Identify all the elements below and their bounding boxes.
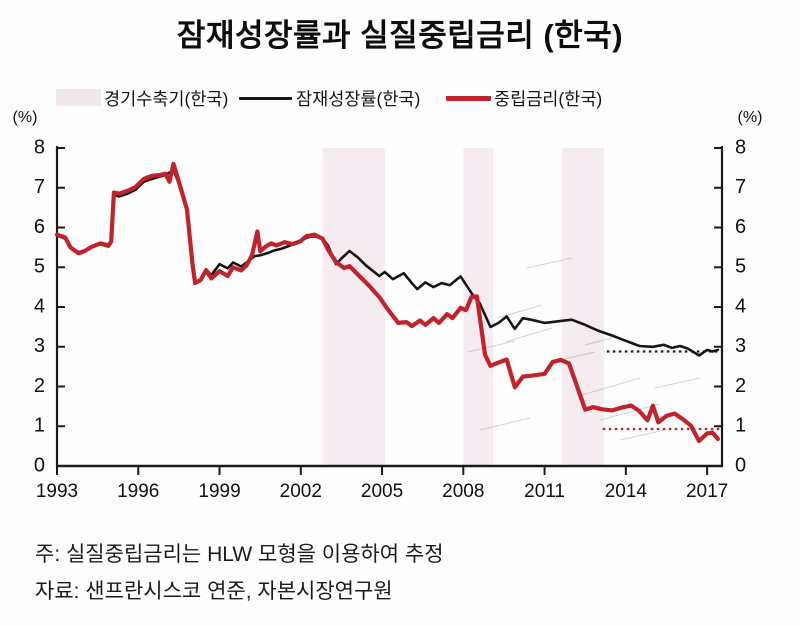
y-tick-label-left: 3	[34, 335, 45, 357]
y-tick-label-right: 5	[735, 256, 746, 278]
x-tick-label: 2011	[524, 481, 565, 502]
y-tick-label-left: 7	[34, 176, 45, 198]
scan-scratch-mark	[559, 351, 596, 361]
legend-label-recession: 경기수축기(한국)	[104, 89, 229, 109]
y-tick-label-left: 4	[34, 295, 45, 317]
neutral-rate-line-swatch	[446, 96, 491, 101]
x-tick-label: 1993	[36, 481, 78, 502]
potential-growth-line-swatch	[239, 97, 292, 100]
scan-scratch-mark	[496, 304, 543, 319]
x-tick-label: 1999	[198, 481, 240, 502]
recession-band	[322, 148, 385, 466]
y-tick-label-left: 5	[34, 256, 45, 278]
x-tick-label: 2008	[442, 481, 484, 502]
neutral-rate-line	[54, 161, 721, 444]
legend-label-neutral-rate: 중립금리(한국)	[494, 89, 603, 109]
y-tick-label-left: 0	[34, 454, 45, 476]
y-tick-label-left: 8	[34, 136, 45, 158]
scan-scratch-mark	[581, 377, 641, 396]
page-title: 잠재성장률과 실질중립금리 (한국)	[176, 18, 624, 53]
y-tick-label-left: 2	[34, 375, 45, 397]
scan-scratch-mark	[526, 257, 573, 269]
scan-scratch-mark	[599, 403, 661, 421]
y-tick-label-right: 6	[735, 216, 746, 238]
axis-unit-right: (%)	[738, 109, 763, 126]
y-tick-label-right: 0	[735, 454, 746, 476]
y-tick-label-right: 2	[735, 375, 746, 397]
scan-scratch-mark	[619, 429, 666, 441]
y-tick-label-left: 1	[34, 415, 45, 437]
scan-scratch-mark	[467, 340, 516, 353]
y-tick-label-right: 8	[735, 136, 746, 158]
footnotes: 주: 실질중립금리는 HLW 모형을 이용하여 추정 자료: 샌프란시스코 연준…	[35, 536, 444, 610]
legend-label-potential-growth: 잠재성장률(한국)	[296, 89, 421, 109]
x-tick-label: 2002	[280, 481, 322, 502]
x-tick-label: 1996	[117, 481, 159, 502]
scan-scratch-mark	[584, 337, 613, 346]
y-tick-label-right: 4	[735, 295, 746, 317]
recession-band-swatch	[56, 89, 101, 106]
scan-scratch-mark	[479, 417, 531, 431]
scan-scratch-mark	[504, 327, 553, 343]
potential-growth-line	[55, 168, 720, 357]
footnote-method: 주: 실질중립금리는 HLW 모형을 이용하여 추정	[35, 543, 444, 566]
axis-unit-left: (%)	[13, 109, 38, 126]
y-tick-label-right: 1	[735, 415, 746, 437]
scan-scratch-mark	[654, 377, 701, 389]
y-tick-label-left: 6	[34, 216, 45, 238]
footnote-source: 자료: 샌프란시스코 연준, 자본시장연구원	[35, 580, 393, 603]
recession-band	[562, 148, 605, 466]
chart-legend: 경기수축기(한국) 잠재성장률(한국) 중립금리(한국)	[0, 84, 800, 114]
x-tick-label: 2005	[361, 481, 403, 502]
x-tick-label: 2014	[605, 481, 648, 502]
x-tick-label: 2017	[686, 481, 728, 502]
y-tick-label-right: 3	[735, 335, 746, 357]
y-tick-label-right: 7	[735, 176, 746, 198]
